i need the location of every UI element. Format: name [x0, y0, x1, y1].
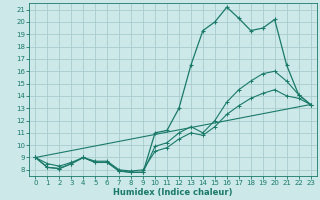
X-axis label: Humidex (Indice chaleur): Humidex (Indice chaleur)	[113, 188, 233, 197]
